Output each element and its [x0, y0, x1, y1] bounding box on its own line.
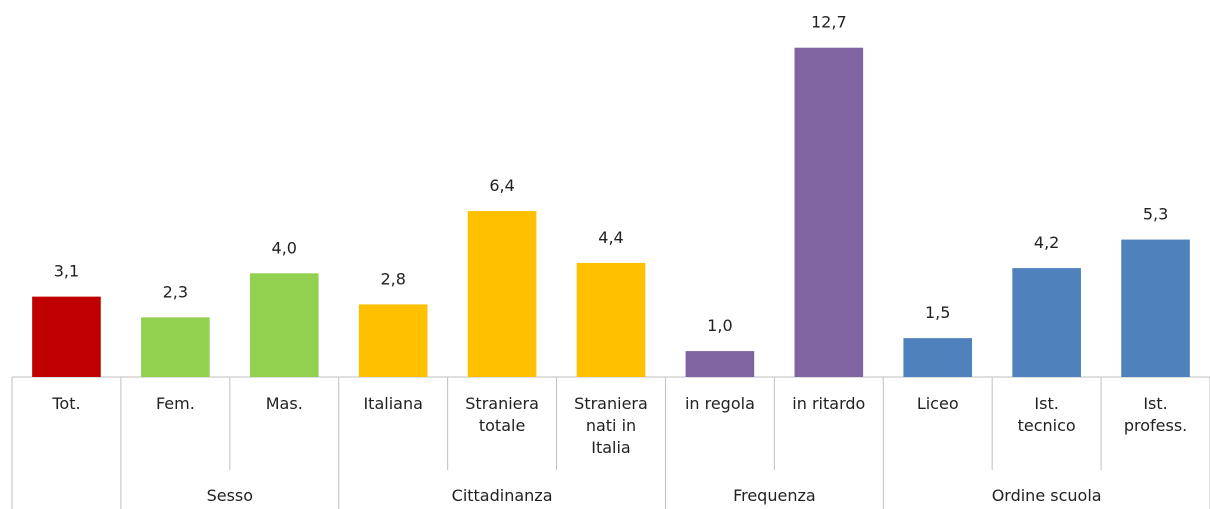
bar [685, 351, 755, 377]
data-label: 6,4 [489, 176, 514, 195]
data-label: 5,3 [1143, 205, 1168, 224]
bar [1012, 268, 1081, 377]
x-tick-label: Straniera totale [465, 394, 539, 435]
bar [141, 317, 210, 377]
bar [794, 47, 864, 377]
x-tick-label: Fem. [155, 394, 195, 413]
bar [467, 211, 537, 377]
x-tick-label: Ist. profess. [1123, 394, 1188, 435]
bar [576, 262, 646, 377]
x-tick-label: Tot. [52, 394, 81, 413]
x-tick-label: in ritardo [792, 394, 866, 413]
group-label: Sesso [206, 486, 254, 505]
x-tick-label: Liceo [916, 394, 959, 413]
x-tick-label: Straniera nati in Italia [574, 394, 648, 457]
bar [249, 273, 319, 377]
data-label: 3,1 [54, 262, 79, 281]
data-label: 2,8 [380, 269, 405, 288]
group-label: Cittadinanza [451, 486, 553, 505]
data-label: 1,0 [707, 316, 732, 335]
data-label: 4,0 [272, 238, 297, 257]
group-label: Frequenza [733, 486, 816, 505]
bar [358, 304, 428, 377]
x-tick-label: Italiana [363, 394, 423, 413]
data-label: 2,3 [163, 282, 188, 301]
bar [903, 338, 973, 377]
group-label: Ordine scuola [991, 486, 1102, 505]
bar [32, 296, 101, 377]
data-label: 4,4 [598, 228, 623, 247]
data-label: 1,5 [925, 303, 950, 322]
data-label: 4,2 [1034, 233, 1059, 252]
x-tick-label: Mas. [265, 394, 303, 413]
bar [1121, 239, 1190, 377]
x-tick-label: in regola [684, 394, 755, 413]
data-label: 12,7 [811, 13, 847, 32]
x-tick-label: Ist. tecnico [1017, 394, 1076, 435]
